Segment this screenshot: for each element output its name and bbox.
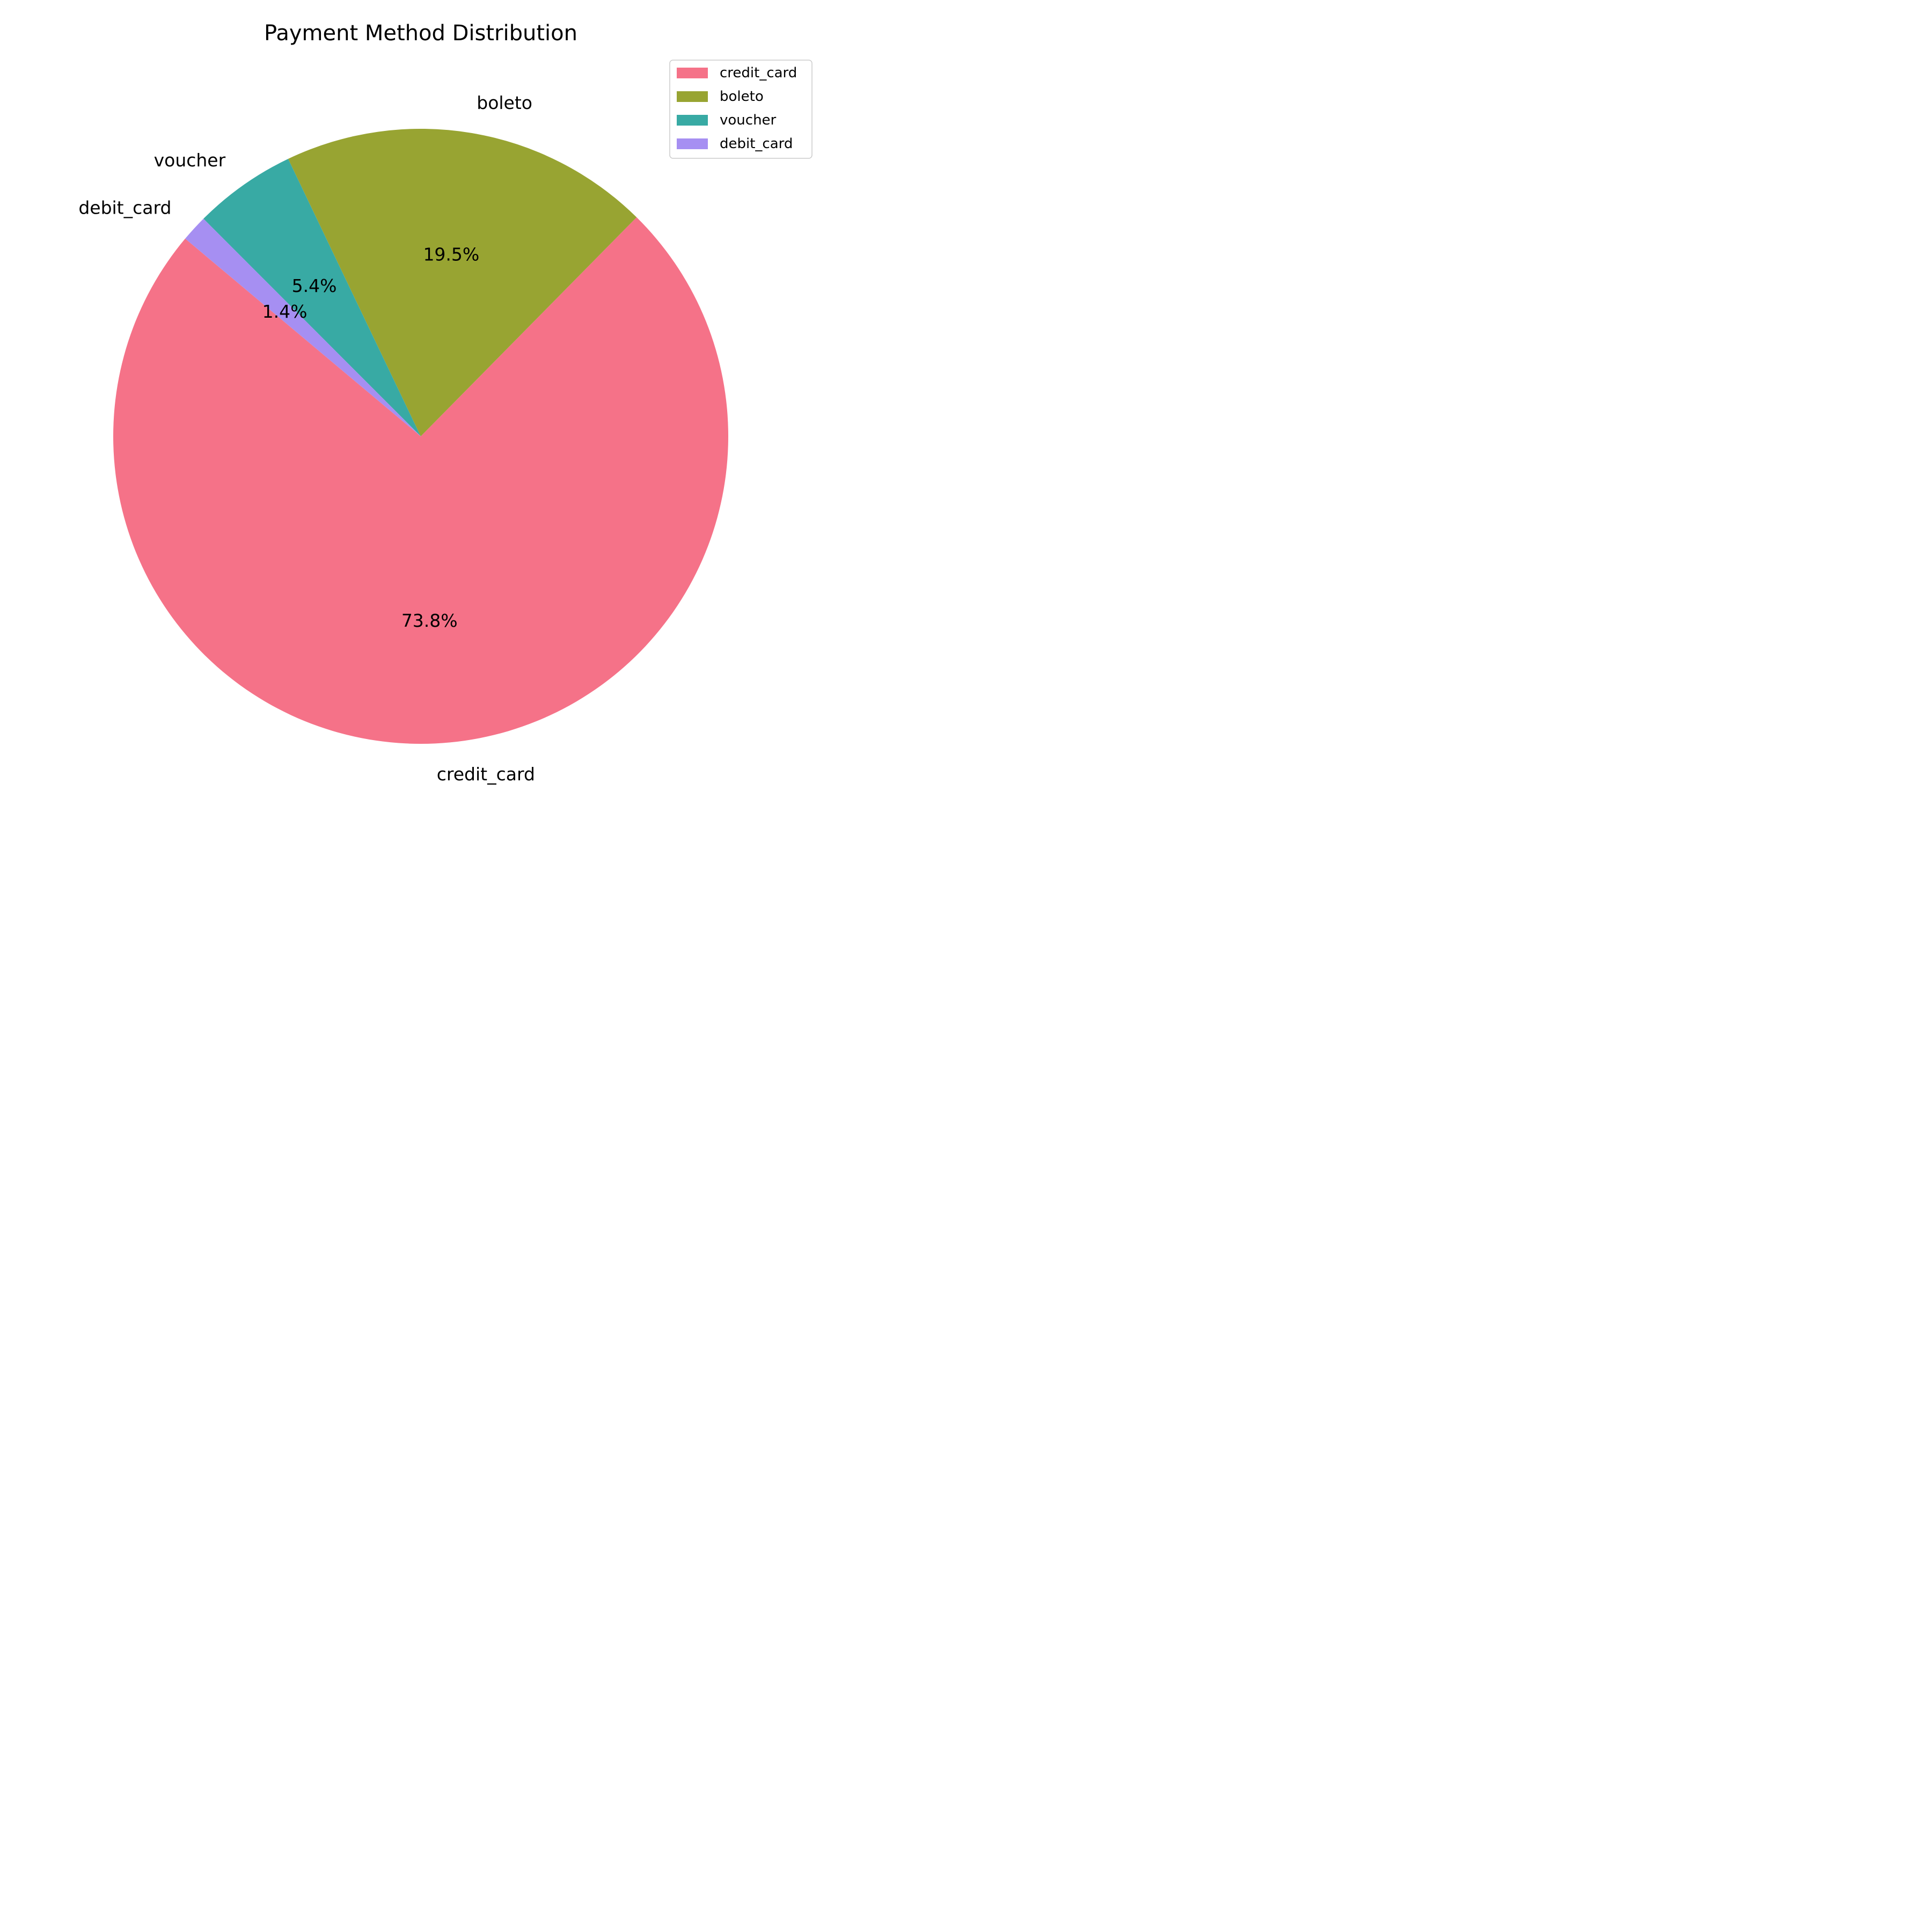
- pie-slice-voucher: [203, 159, 421, 436]
- pie-chart: Payment Method Distribution credit_cardb…: [0, 0, 839, 839]
- slice-percent-credit-card: 73.8%: [401, 610, 458, 631]
- slice-percent-boleto: 19.5%: [423, 244, 479, 265]
- pie-slice-credit-card: [113, 217, 729, 744]
- slice-percent-voucher: 5.4%: [292, 275, 337, 296]
- legend-label-voucher: voucher: [720, 112, 777, 128]
- legend-label-boleto: boleto: [720, 89, 764, 105]
- slice-category-labels: credit_card boleto voucher debit_card: [78, 92, 535, 785]
- pie-slice-debit-card: [185, 218, 421, 436]
- slice-label-credit-card: credit_card: [437, 764, 535, 785]
- legend-label-debit-card: debit_card: [720, 136, 793, 152]
- legend-label-credit-card: credit_card: [720, 65, 797, 81]
- pie-slices: [113, 129, 729, 744]
- pie-slice-boleto: [288, 129, 637, 436]
- slice-label-debit-card: debit_card: [78, 197, 171, 218]
- slice-percent-labels: 73.8% 19.5% 5.4% 1.4%: [262, 244, 480, 631]
- chart-title: Payment Method Distribution: [264, 21, 577, 46]
- legend-frame: [669, 60, 813, 159]
- slice-label-boleto: boleto: [477, 92, 532, 113]
- slice-label-voucher: voucher: [154, 150, 226, 171]
- legend-swatch-voucher: [677, 115, 708, 126]
- legend-swatch-boleto: [677, 91, 708, 102]
- slice-percent-debit-card: 1.4%: [262, 301, 308, 322]
- legend-swatch-credit-card: [677, 68, 708, 78]
- legend-swatch-debit-card: [677, 138, 708, 149]
